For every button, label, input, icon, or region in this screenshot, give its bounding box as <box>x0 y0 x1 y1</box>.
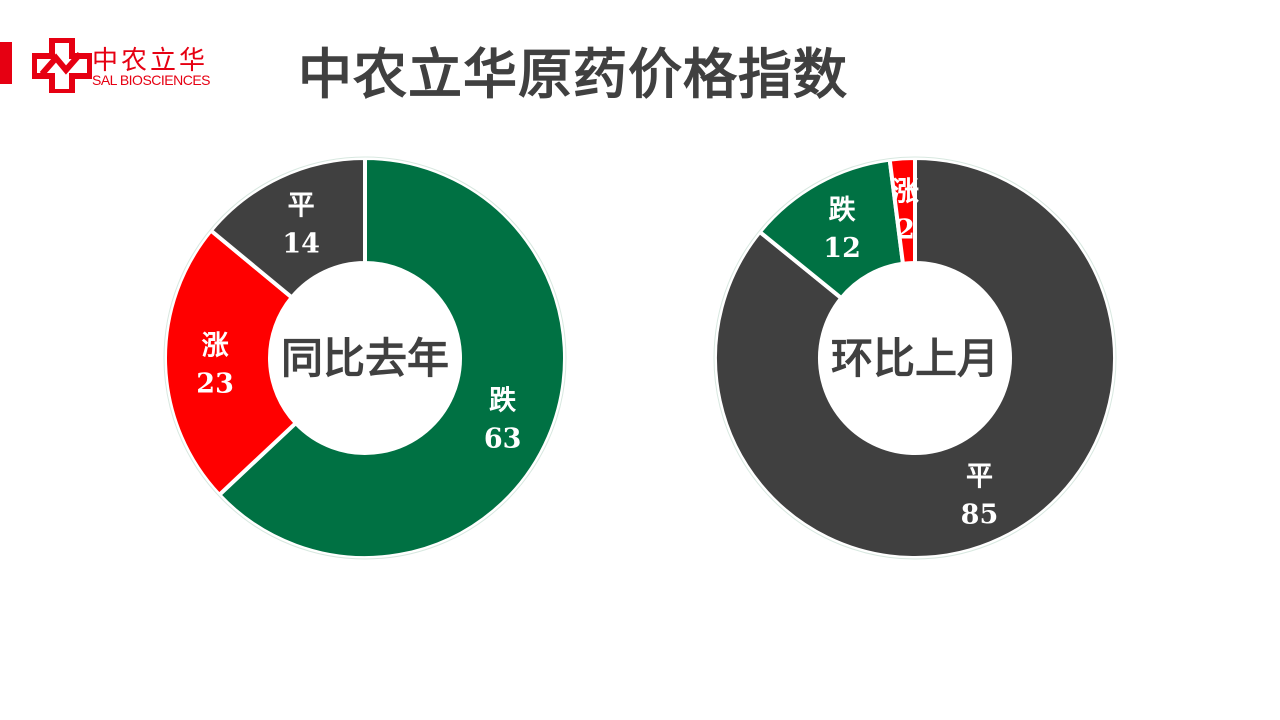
donut-slice-平 <box>208 155 367 301</box>
logo-text-en: SAL BIOSCIENCES <box>92 72 211 88</box>
slice-value: 23 <box>196 369 234 400</box>
logo-text-cn: 中农立华 <box>92 46 209 76</box>
donut-slice-涨 <box>163 227 299 498</box>
slice-value: 63 <box>484 424 522 455</box>
slice-value: 12 <box>823 233 861 264</box>
donut-outline <box>163 156 567 560</box>
donut-slice-涨 <box>887 155 917 267</box>
slice-label: 涨 <box>202 331 229 362</box>
slice-label: 平 <box>966 461 993 492</box>
slice-value: 2 <box>896 214 915 245</box>
slice-label: 平 <box>288 190 315 221</box>
slice-label: 跌 <box>829 195 856 226</box>
slice-label: 涨 <box>892 176 919 207</box>
donut-slice-平 <box>713 155 1117 560</box>
accent-bar <box>0 42 12 84</box>
slice-value: 14 <box>282 228 320 259</box>
slice-label: 跌 <box>489 386 516 417</box>
donut-center-label: 同比去年 <box>281 334 449 383</box>
donut-center-label: 环比上月 <box>831 334 999 383</box>
logo-icon <box>32 38 92 93</box>
page-title: 中农立华原药价格指数 <box>298 43 848 106</box>
slice-value: 85 <box>961 499 999 530</box>
donut-outline <box>713 156 1117 560</box>
donut-slice-跌 <box>216 155 567 560</box>
